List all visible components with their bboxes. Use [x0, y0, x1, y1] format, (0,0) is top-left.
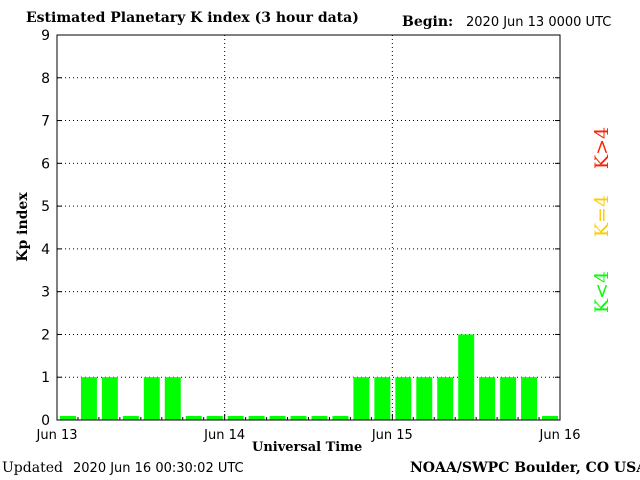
y-tick-label: 1	[41, 370, 50, 386]
x-tick-label: Jun 16	[539, 428, 581, 443]
kp-bar	[311, 416, 328, 420]
x-tick-label: Jun 13	[36, 428, 78, 443]
kp-bar	[101, 377, 118, 420]
kp-bar	[227, 416, 244, 420]
kp-bar	[290, 416, 307, 420]
y-axis-label: Kp index	[15, 192, 31, 262]
y-tick-label: 8	[41, 71, 50, 87]
x-tick-label: Jun 15	[371, 428, 413, 443]
legend-k-below-4: K<4	[591, 270, 613, 314]
x-axis-label: Universal Time	[252, 440, 363, 455]
footer-source: NOAA/SWPC Boulder, CO USA	[410, 460, 640, 476]
kp-bar	[416, 377, 433, 420]
updated-value: 2020 Jun 16 00:30:02 UTC	[73, 461, 244, 476]
y-tick-label: 5	[41, 199, 50, 215]
y-tick-label: 6	[41, 156, 50, 172]
kp-bar	[437, 377, 454, 420]
y-tick-label: 4	[41, 242, 50, 258]
kp-bar	[479, 377, 496, 420]
kp-bar	[80, 377, 97, 420]
kp-bar	[122, 416, 139, 420]
x-tick-label: Jun 14	[203, 428, 245, 443]
chart-title: Estimated Planetary K index (3 hour data…	[26, 10, 359, 26]
y-tick-label: 9	[41, 28, 50, 44]
y-tick-label: 2	[41, 327, 50, 343]
y-tick-label: 3	[41, 285, 50, 301]
legend-k-equal-4: K=4	[591, 194, 613, 238]
kp-bar	[185, 416, 202, 420]
kp-bar	[164, 377, 181, 420]
kp-bar	[500, 377, 517, 420]
kp-bar	[458, 334, 475, 420]
kp-bar	[332, 416, 349, 420]
kp-bar	[206, 416, 223, 420]
kp-bar	[143, 377, 160, 420]
kp-bar	[269, 416, 286, 420]
y-tick-label: 0	[41, 413, 50, 429]
kp-bar	[374, 377, 391, 420]
kp-bar	[353, 377, 370, 420]
updated-label: Updated	[2, 460, 63, 476]
kp-bar	[60, 416, 76, 420]
legend-k-above-4: K>4	[591, 126, 613, 170]
kp-bar	[395, 377, 412, 420]
kp-bar	[521, 377, 538, 420]
y-tick-label: 7	[41, 114, 50, 130]
kp-bar	[542, 416, 558, 420]
begin-value: 2020 Jun 13 0000 UTC	[466, 15, 612, 30]
begin-label: Begin:	[402, 14, 454, 30]
plot-frame	[56, 34, 561, 421]
kp-bar	[248, 416, 265, 420]
